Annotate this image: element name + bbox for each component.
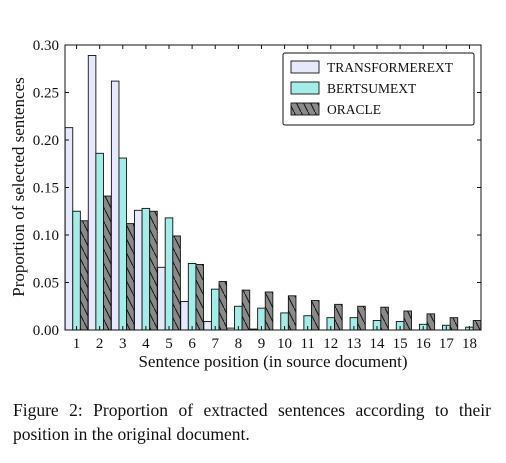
x-tick-label: 1	[73, 336, 81, 352]
bar-oracle-4	[149, 210, 158, 331]
x-tick-label: 4	[142, 336, 150, 352]
figure-caption: Figure 2: Proportion of extracted senten…	[13, 400, 491, 444]
bar-oracle-7	[218, 281, 228, 331]
y-tick-label: 0.05	[33, 276, 59, 292]
y-tick-label: 0.10	[33, 228, 59, 244]
bar-transformerext-1	[64, 127, 74, 331]
x-tick-label: 13	[346, 336, 361, 352]
bar-oracle-11	[311, 300, 320, 331]
bar-oracle-5	[172, 235, 181, 331]
bar-transformerext-3	[110, 80, 120, 331]
y-tick-label: 0.25	[33, 86, 59, 102]
bar-bertsumext-5	[164, 217, 174, 331]
legend-swatch	[290, 60, 320, 74]
bar-transformerext-7	[203, 321, 212, 331]
bar-bertsumext-3	[118, 157, 128, 331]
bar-oracle-10	[287, 295, 297, 331]
legend-label: ORACLE	[327, 102, 381, 117]
x-tick-label: 18	[462, 336, 477, 352]
bar-oracle-12	[334, 303, 343, 331]
x-tick-label: 6	[188, 336, 196, 352]
y-tick-label: 0.00	[33, 323, 59, 339]
x-axis-label: Sentence position (in source document)	[138, 352, 407, 371]
y-tick-label: 0.20	[33, 133, 59, 149]
bar-transformerext-2	[87, 55, 97, 331]
bar-oracle-13	[357, 305, 366, 331]
bar-oracle-18	[472, 320, 482, 331]
x-tick-label: 7	[211, 336, 219, 352]
x-tick-label: 10	[277, 336, 292, 352]
bar-oracle-14	[380, 306, 389, 331]
legend: TRANSFORMEREXT BERTSUMEXT ORACLE	[282, 52, 475, 126]
bar-oracle-1	[79, 220, 89, 331]
x-tick-label: 3	[119, 336, 127, 352]
legend-swatch	[290, 102, 320, 116]
x-tick-label: 16	[416, 336, 432, 352]
bar-chart: 0.000.050.100.150.200.250.301 2 3 4 5 6 7 8 9 10 1…	[9, 38, 482, 371]
bar-oracle-15	[403, 310, 412, 331]
bar-oracle-6	[195, 264, 204, 331]
legend-label: BERTSUMEXT	[327, 81, 417, 96]
bar-oracle-16	[426, 313, 436, 331]
x-tick-label: 15	[393, 336, 408, 352]
bar-bertsumext-4	[141, 207, 151, 331]
x-tick-label: 8	[235, 336, 243, 352]
x-tick-label: 14	[370, 336, 386, 352]
bar-bertsumext-1	[72, 210, 81, 331]
y-tick-label: 0.15	[33, 181, 59, 197]
x-tick-label: 12	[323, 336, 338, 352]
x-tick-label: 9	[258, 336, 266, 352]
bar-transformerext-6	[180, 301, 189, 331]
x-tick-label: 5	[165, 336, 173, 352]
y-tick-label: 0.30	[33, 38, 59, 54]
bar-transformerext-4	[134, 209, 143, 331]
bar-oracle-17	[449, 317, 459, 331]
bar-transformerext-5	[157, 266, 166, 331]
y-axis-label: Proportion of selected sentences	[9, 77, 28, 297]
bar-oracle-3	[126, 223, 135, 331]
bar-oracle-9	[264, 291, 274, 331]
bar-bertsumext-7	[210, 288, 220, 331]
x-tick-label: 17	[439, 336, 455, 352]
legend-label: TRANSFORMEREXT	[327, 60, 454, 75]
x-tick-label: 11	[300, 336, 314, 352]
bar-oracle-8	[241, 289, 251, 331]
bar-bertsumext-2	[95, 152, 104, 331]
legend-swatch	[290, 81, 320, 95]
bar-bertsumext-6	[187, 263, 197, 331]
bar-oracle-2	[103, 195, 112, 331]
legend-box	[282, 52, 475, 126]
x-tick-label: 2	[96, 336, 104, 352]
